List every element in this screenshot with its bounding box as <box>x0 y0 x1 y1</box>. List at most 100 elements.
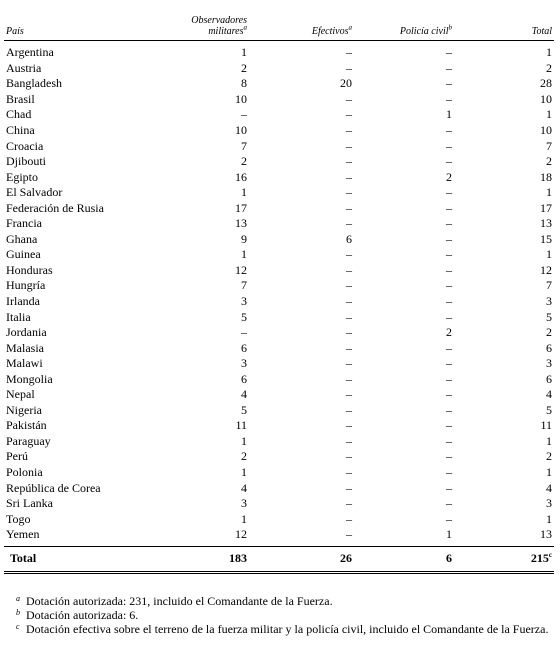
cell-observers: 7 <box>241 138 247 153</box>
table-row: Brasil 10 – – 10 <box>4 92 554 108</box>
cell-observers: 3 <box>241 356 247 371</box>
cell-total: 6 <box>546 340 552 355</box>
totals-police: 6 <box>354 546 454 574</box>
table-row: Egipto 16 – 2 18 <box>4 169 554 185</box>
cell-troops: – <box>346 418 352 433</box>
cell-troops: – <box>346 325 352 340</box>
cell-observers: 4 <box>241 480 247 495</box>
cell-police: – <box>446 356 452 371</box>
table-row: Argentina 1 – – 1 <box>4 41 554 61</box>
cell-observers: 1 <box>241 185 247 200</box>
cell-observers: 12 <box>235 262 247 277</box>
cell-country: Guinea <box>6 247 41 262</box>
cell-country: Nepal <box>6 387 35 402</box>
cell-country: El Salvador <box>6 185 63 200</box>
cell-observers: 9 <box>241 231 247 246</box>
cell-troops: – <box>346 340 352 355</box>
cell-troops: – <box>346 185 352 200</box>
cell-total: 2 <box>546 154 552 169</box>
header-troops: Efectivosa <box>249 6 354 41</box>
cell-observers: 6 <box>241 340 247 355</box>
cell-observers: 10 <box>235 91 247 106</box>
cell-observers: – <box>241 107 247 122</box>
cell-country: Austria <box>6 60 42 75</box>
header-observers: Observadores militaresa <box>164 6 249 41</box>
totals-troops: 26 <box>249 546 354 574</box>
cell-country: Nigeria <box>6 402 42 417</box>
cell-country: Perú <box>6 449 28 464</box>
table-row: Hungría 7 – – 7 <box>4 278 554 294</box>
cell-total: 10 <box>540 91 552 106</box>
cell-police: – <box>446 294 452 309</box>
observers-footnote-mark: a <box>243 23 248 32</box>
deployment-table: País Observadores militaresa Efectivosa … <box>4 6 554 574</box>
cell-police: – <box>446 402 452 417</box>
header-row: País Observadores militaresa Efectivosa … <box>4 6 554 41</box>
cell-country: Croacia <box>6 138 44 153</box>
footnote-text: Dotación autorizada: 6. <box>26 608 139 622</box>
cell-troops: – <box>346 60 352 75</box>
footnote-mark: a <box>16 594 20 603</box>
cell-observers: 8 <box>241 76 247 91</box>
cell-observers: 7 <box>241 278 247 293</box>
cell-police: 1 <box>354 526 454 547</box>
cell-total: 7 <box>546 278 552 293</box>
cell-country: Brasil <box>6 91 35 106</box>
cell-police: – <box>446 511 452 526</box>
cell-total: 28 <box>540 76 552 91</box>
cell-observers: 5 <box>241 402 247 417</box>
cell-total: 1 <box>546 247 552 262</box>
cell-police: – <box>446 45 452 60</box>
cell-troops: – <box>346 262 352 277</box>
cell-total: 12 <box>540 262 552 277</box>
cell-total: 7 <box>546 138 552 153</box>
cell-observers: 11 <box>235 418 247 433</box>
totals-total: 215c <box>454 546 554 574</box>
cell-troops: – <box>346 449 352 464</box>
cell-total: 1 <box>546 465 552 480</box>
cell-country: Mongolia <box>6 371 53 386</box>
footnote: b Dotación autorizada: 6. <box>4 608 554 622</box>
cell-country: Honduras <box>6 262 53 277</box>
cell-country: Argentina <box>6 45 54 60</box>
cell-observers: 3 <box>241 496 247 511</box>
cell-observers: – <box>241 325 247 340</box>
footnotes: a Dotación autorizada: 231, incluido el C… <box>4 594 554 636</box>
table-row: Polonia 1 – – 1 <box>4 465 554 481</box>
troops-footnote-mark: a <box>348 23 353 32</box>
cell-observers: 1 <box>241 511 247 526</box>
cell-police: 2 <box>446 325 452 340</box>
cell-police: – <box>446 216 452 231</box>
cell-police: 2 <box>446 169 452 184</box>
totals-row: Total 183 26 6 215c <box>4 546 554 574</box>
table-row: China 10 – – 10 <box>4 123 554 139</box>
cell-total: 13 <box>454 526 554 547</box>
cell-police: – <box>446 449 452 464</box>
cell-police: – <box>446 76 452 91</box>
cell-police: – <box>446 433 452 448</box>
cell-country: Irlanda <box>6 294 40 309</box>
cell-country: China <box>6 123 35 137</box>
table-row: Ghana 9 6 – 15 <box>4 232 554 248</box>
header-total: Total <box>454 6 554 41</box>
cell-country: Djibouti <box>6 154 47 169</box>
cell-observers: 4 <box>241 387 247 402</box>
cell-police: – <box>446 231 452 246</box>
table-row: Nigeria 5 – – 5 <box>4 403 554 419</box>
cell-troops: – <box>346 309 352 324</box>
cell-observers: 2 <box>241 60 247 75</box>
cell-total: 18 <box>540 169 552 184</box>
cell-total: 1 <box>546 511 552 526</box>
table-row: Togo 1 – – 1 <box>4 511 554 527</box>
cell-total: 5 <box>546 309 552 324</box>
cell-total: 15 <box>540 231 552 246</box>
cell-total: 1 <box>546 433 552 448</box>
table-row: Guinea 1 – – 1 <box>4 247 554 263</box>
table-row: Irlanda 3 – – 3 <box>4 294 554 310</box>
cell-country: República de Corea <box>6 480 101 495</box>
cell-country: Sri Lanka <box>6 496 53 511</box>
footnote-mark: c <box>16 622 20 631</box>
table-row: Honduras 12 – – 12 <box>4 263 554 279</box>
cell-country: Pakistán <box>6 418 47 433</box>
table-row: Jordania – – 2 2 <box>4 325 554 341</box>
